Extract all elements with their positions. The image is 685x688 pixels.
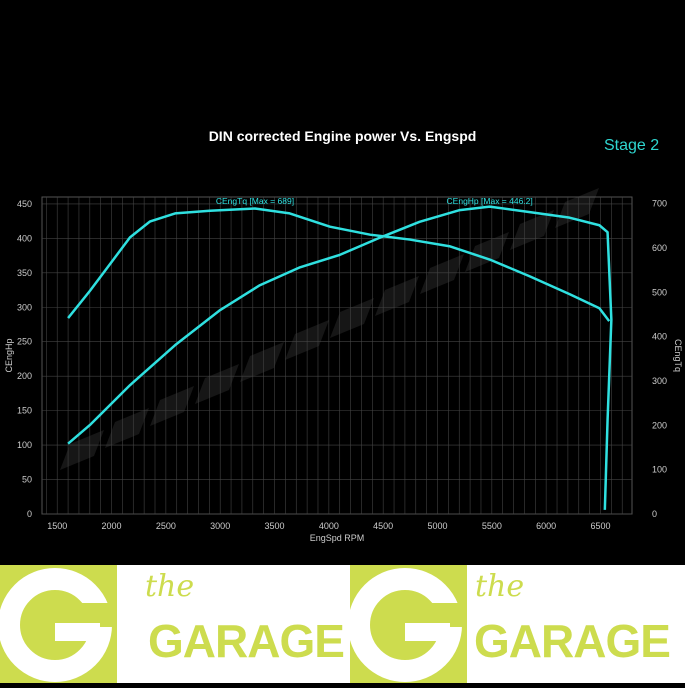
x-tick-label: 1500 xyxy=(47,521,67,531)
watermark-shape xyxy=(240,342,284,382)
logo-garage-text: GARAGE xyxy=(474,615,671,667)
logo-the-text: the xyxy=(145,569,195,604)
y-right-tick-label: 400 xyxy=(652,332,667,342)
y-left-tick-label: 250 xyxy=(17,337,32,347)
y-left-tick-label: 100 xyxy=(17,440,32,450)
x-tick-label: 5500 xyxy=(482,521,502,531)
watermark-shape xyxy=(150,386,194,426)
series-label-CEngTq: CEngTq [Max = 689] xyxy=(216,196,294,206)
series-line-CEngTq xyxy=(67,207,611,322)
stage-badge: Stage 2 xyxy=(604,137,660,154)
watermark-shape xyxy=(510,210,554,250)
x-axis-label: EngSpd RPM xyxy=(310,533,365,543)
plot-frame xyxy=(41,196,633,515)
chart-svg: 0501001502002503003504004500100200300400… xyxy=(4,188,683,543)
y-right-tick-label: 0 xyxy=(652,509,657,519)
logo-garage-text: GARAGE xyxy=(148,615,345,667)
watermark-shape xyxy=(555,188,599,228)
x-tick-label: 4500 xyxy=(373,521,393,531)
y-left-tick-label: 300 xyxy=(17,302,32,312)
y-left-tick-label: 400 xyxy=(17,233,32,243)
x-tick-label: 6000 xyxy=(536,521,556,531)
y-left-axis-label: CEngHp xyxy=(4,338,14,372)
garage-banner: the GARAGE the GARAGE xyxy=(0,565,685,683)
y-right-tick-label: 300 xyxy=(652,376,667,386)
y-left-tick-label: 350 xyxy=(17,268,32,278)
series-line-CEngHp xyxy=(67,205,613,510)
y-right-tick-label: 600 xyxy=(652,243,667,253)
garage-logo-icon xyxy=(0,565,120,683)
y-right-tick-label: 500 xyxy=(652,287,667,297)
watermark-shape xyxy=(330,298,374,338)
watermark-shape xyxy=(465,232,509,272)
watermark-shape xyxy=(105,408,149,448)
chart-title: DIN corrected Engine power Vs. Engspd xyxy=(208,128,477,144)
watermark-shape xyxy=(375,276,419,316)
x-tick-label: 4000 xyxy=(319,521,339,531)
y-left-tick-label: 150 xyxy=(17,406,32,416)
y-left-tick-label: 450 xyxy=(17,199,32,209)
x-tick-label: 5000 xyxy=(427,521,447,531)
y-left-tick-label: 50 xyxy=(22,475,32,485)
y-right-tick-label: 200 xyxy=(652,420,667,430)
garage-logo-icon xyxy=(348,565,470,683)
y-right-tick-label: 100 xyxy=(652,465,667,475)
x-tick-label: 2500 xyxy=(156,521,176,531)
y-left-tick-label: 0 xyxy=(27,509,32,519)
x-tick-label: 3000 xyxy=(210,521,230,531)
x-tick-label: 6500 xyxy=(590,521,610,531)
logo-the-text: the xyxy=(475,569,525,604)
x-tick-label: 3500 xyxy=(265,521,285,531)
x-tick-label: 2000 xyxy=(102,521,122,531)
y-left-tick-label: 200 xyxy=(17,371,32,381)
y-right-axis-label: CEngTq xyxy=(673,339,683,372)
series-label-CEngHp: CEngHp [Max = 446.2] xyxy=(447,196,533,206)
watermark-shape xyxy=(60,430,104,470)
watermark-shape xyxy=(420,254,464,294)
y-right-tick-label: 700 xyxy=(652,199,667,209)
watermark-shape xyxy=(195,364,239,404)
